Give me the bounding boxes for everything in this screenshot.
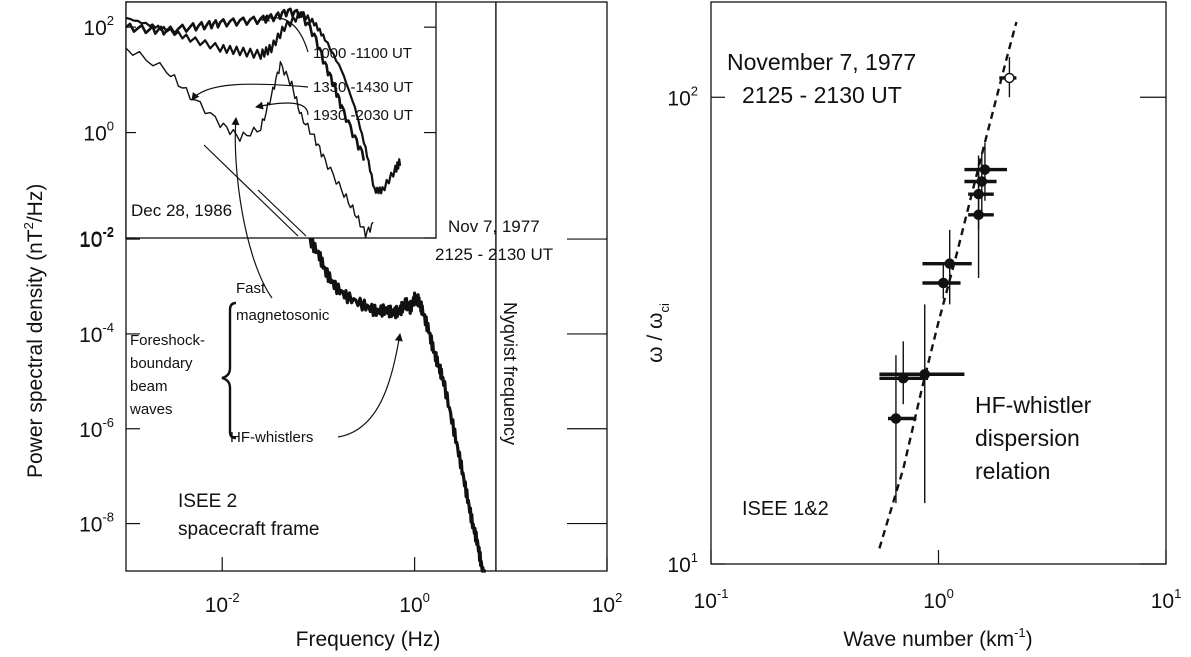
main-spectrum-line [308, 236, 487, 573]
curve-label-3: relation [975, 458, 1050, 484]
inset-date-label: Dec 28, 1986 [131, 201, 232, 220]
data-point-7 [968, 163, 994, 230]
point-marker [973, 188, 984, 200]
curve-label-2: dispersion [975, 425, 1080, 451]
instrument-label: ISEE 1&2 [742, 498, 829, 520]
right-x-tick-label: 101 [1151, 586, 1182, 613]
inset-series-label-1330: 1330 -1430 UT [313, 79, 413, 96]
point-marker [976, 176, 988, 187]
right-x-axis-label: Wave number (km-1) [843, 625, 1032, 651]
inset-arrow-1330 [191, 83, 309, 101]
left-x-axis-label: Frequency (Hz) [296, 628, 441, 651]
right-y-tick-label: 102 [667, 83, 698, 110]
right-x-label-main: Wave number (km [843, 628, 1014, 651]
point-marker [919, 369, 930, 380]
inset-pointer-line-2 [257, 189, 307, 237]
left-y-tick-label: 10-2 [79, 225, 114, 252]
right-y-tick-label: 101 [667, 550, 698, 577]
data-point-4 [922, 263, 961, 299]
inset-series-line-2 [125, 11, 402, 195]
right-x-label-tail: ) [1026, 628, 1033, 651]
left-x-tick-label: 10-2 [205, 590, 240, 617]
right-y-axis-label: ω / ωci [644, 303, 672, 363]
right-title-line-1: November 7, 1977 [727, 49, 916, 75]
foreshock-label-2: boundary [130, 355, 193, 372]
left-y-axis-label: Power spectral density (nT2/Hz) [21, 184, 47, 478]
left-y-label-sup: 2 [21, 222, 36, 229]
inset-y-tick-label: 10-2 [79, 224, 114, 251]
left-tick-labels: 10-2 100 102 10-8 10-6 10-4 10-2 [79, 225, 622, 617]
right-tick-labels: 10-1 100 101 101 102 [667, 83, 1181, 613]
hf-whistlers-label: HF-whistlers [230, 429, 313, 446]
inset-y-tick-label: 100 [83, 119, 114, 146]
point-marker [890, 413, 902, 424]
left-y-tick-label: 10-6 [79, 415, 114, 442]
inset-tick-marks: 102 100 10-2 [79, 13, 436, 251]
left-y-tick-label: 10-8 [79, 510, 114, 537]
fast-magnetosonic-label-2: magnetosonic [236, 307, 330, 324]
inset-series-label-1930: 1930 -2030 UT [313, 107, 413, 124]
fast-magnetosonic-arrow [231, 117, 273, 299]
isee2-label-2: spacecraft frame [178, 519, 320, 540]
data-point-5 [922, 229, 972, 305]
data-point-9 [964, 142, 1007, 201]
right-tick-marks [710, 96, 1167, 565]
foreshock-label-3: beam [130, 378, 168, 395]
curve-label-1: HF-whistler [975, 392, 1092, 418]
fast-magnetosonic-label-1: Fast [236, 280, 266, 297]
foreshock-label-4: waves [129, 401, 173, 418]
left-tick-marks [126, 238, 608, 571]
right-title-line-2: 2125 - 2130 UT [742, 82, 902, 108]
inset-arrow-1930 [255, 101, 309, 116]
left-x-tick-label: 100 [399, 590, 430, 617]
inset-pointer-line-1 [203, 144, 299, 237]
foreshock-label-1: Foreshock- [130, 332, 205, 349]
data-point-3 [879, 304, 965, 504]
foreshock-brace [221, 301, 237, 440]
main-date-label: Nov 7, 1977 [448, 217, 540, 236]
point-marker [938, 277, 949, 289]
inset-arrow-1000 [261, 13, 309, 53]
left-y-label-main: Power spectral density (nT [24, 229, 47, 478]
right-x-tick-label: 100 [923, 586, 954, 613]
point-marker [944, 258, 955, 269]
inset-series-line-3 [125, 47, 374, 239]
data-point-8 [964, 152, 997, 215]
isee2-label-1: ISEE 2 [178, 491, 237, 512]
point-marker [1004, 72, 1015, 84]
inset-y-tick-label: 102 [83, 13, 114, 40]
right-x-tick-label: 10-1 [694, 586, 729, 613]
data-point-6 [968, 155, 994, 278]
left-y-label-tail: /Hz) [24, 184, 47, 223]
point-marker [979, 164, 991, 175]
hf-whistlers-arrow [337, 333, 403, 438]
right-x-label-sup: -1 [1014, 625, 1026, 640]
main-time-label: 2125 - 2130 UT [435, 245, 553, 264]
left-chart: 10-2 100 102 10-8 10-6 10-4 10-2 Power spectra… [21, 1, 622, 651]
nyquist-label: Nyqvist frequency [500, 302, 520, 445]
right-chart: 10-1 100 101 101 102 ω / ωci Wave number (km… [644, 1, 1181, 651]
inset-frame [125, 1, 437, 239]
data-points [879, 56, 1017, 504]
left-y-tick-label: 10-4 [79, 320, 114, 347]
right-y-label-main: ω / ω [644, 313, 667, 363]
right-y-label-sub: ci [657, 303, 672, 313]
inset-series-label-1000: 1000 -1100 UT [313, 45, 412, 62]
left-x-tick-label: 102 [592, 590, 623, 617]
inset-chart: 102 100 10-2 Dec 28, 1986 1000 -1100 UT 13… [79, 1, 437, 251]
data-point-10 [999, 56, 1017, 98]
